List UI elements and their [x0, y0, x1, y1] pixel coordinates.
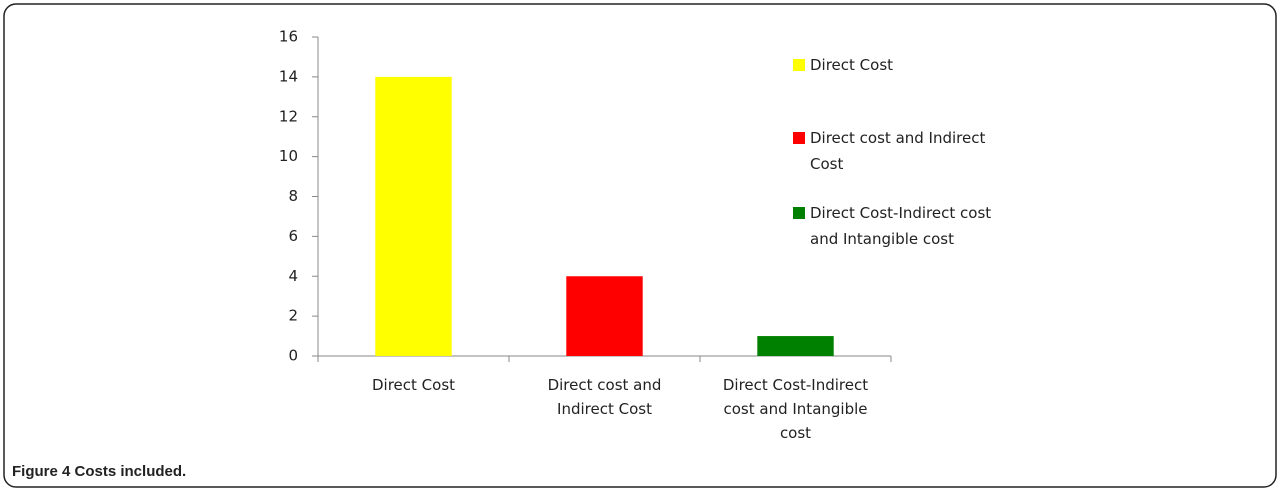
bar: [375, 76, 452, 356]
y-tick-label: 6: [288, 227, 298, 245]
legend-swatch: [793, 207, 805, 219]
legend-label: Direct cost and Indirect Cost: [810, 129, 985, 173]
legend-swatch: [793, 132, 805, 144]
y-tick-label: 10: [279, 147, 298, 165]
bar: [757, 336, 834, 356]
y-tick-label: 0: [288, 347, 298, 365]
y-tick-label: 14: [279, 67, 298, 85]
caption: Figure 4 Costs included.: [12, 463, 186, 480]
legend-label: Direct Cost: [810, 56, 893, 74]
legend-swatch: [793, 59, 805, 71]
y-tick-label: 8: [288, 187, 298, 205]
y-tick-label: 2: [288, 307, 298, 325]
x-tick-label: Direct Cost: [372, 376, 455, 394]
x-tick-label: Direct cost and Indirect Cost: [548, 376, 662, 418]
y-tick-label: 4: [288, 267, 298, 285]
figure-border: [3, 3, 1277, 488]
y-tick-label: 16: [279, 28, 298, 46]
legend-label: Direct Cost-Indirect cost and Intangible …: [810, 204, 991, 248]
y-tick-label: 12: [279, 107, 298, 125]
x-tick-label: Direct Cost-Indirect cost and Intangible c…: [723, 376, 868, 442]
bar: [566, 276, 643, 356]
